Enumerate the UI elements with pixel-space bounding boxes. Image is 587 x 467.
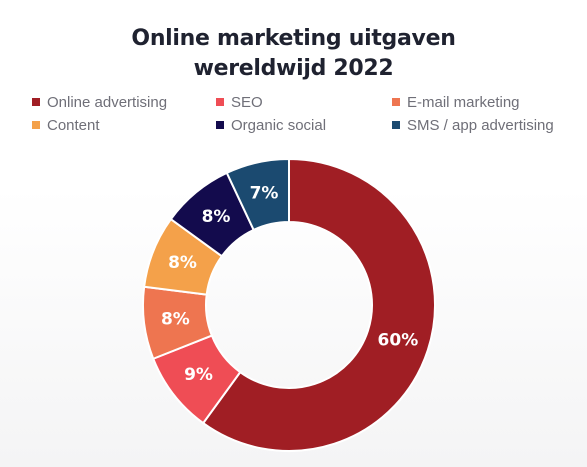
legend-item-organic-social: Organic social [216, 115, 392, 135]
legend-swatch [216, 121, 224, 129]
slice-sms-app-advertising [225, 157, 290, 232]
legend-label: E-mail marketing [407, 93, 520, 111]
donut-slices [142, 157, 436, 452]
legend-label: SEO [231, 93, 263, 111]
legend-swatch [392, 98, 400, 106]
legend-swatch [32, 98, 40, 106]
legend-item-seo: SEO [216, 92, 392, 112]
slice-online-advertising [201, 157, 436, 452]
legend-swatch [392, 121, 400, 129]
slice-label-sms-app-advertising: 7% [250, 183, 279, 203]
legend-label: Content [47, 116, 100, 134]
legend-item-sms-app-advertising: SMS / app advertising [392, 115, 572, 135]
legend-swatch [32, 121, 40, 129]
chart-title: Online marketing uitgaven wereldwijd 202… [0, 24, 587, 84]
legend-item-online-advertising: Online advertising [32, 92, 216, 112]
slice-label-organic-social: 8% [202, 207, 231, 227]
legend-label: Online advertising [47, 93, 168, 111]
legend-label: Organic social [231, 116, 327, 134]
legend-item-content: Content [32, 115, 216, 135]
slice-label-online-advertising: 60% [378, 330, 419, 350]
slice-label-e-mail-marketing: 8% [161, 309, 190, 329]
chart-title-line-1: Online marketing uitgaven [131, 26, 456, 51]
legend-swatch [216, 98, 224, 106]
legend-label: SMS / app advertising [407, 116, 554, 134]
chart-legend: Online advertising SEO E-mail marketing … [32, 92, 572, 135]
slice-label-content: 8% [168, 253, 197, 273]
donut-labels: 60% 9% 8% 8% 8% 7% [161, 183, 418, 385]
legend-item-email-marketing: E-mail marketing [392, 92, 572, 112]
slice-label-seo: 9% [184, 365, 213, 385]
chart-title-line-2: wereldwijd 2022 [193, 56, 394, 81]
